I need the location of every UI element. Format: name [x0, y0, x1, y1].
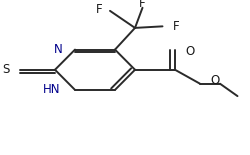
- Text: HN: HN: [42, 83, 60, 96]
- Text: O: O: [210, 74, 219, 87]
- Text: S: S: [2, 63, 10, 76]
- Text: F: F: [139, 0, 146, 10]
- Text: F: F: [96, 3, 102, 16]
- Text: N: N: [54, 43, 62, 56]
- Text: F: F: [172, 20, 179, 33]
- Text: O: O: [185, 45, 194, 58]
